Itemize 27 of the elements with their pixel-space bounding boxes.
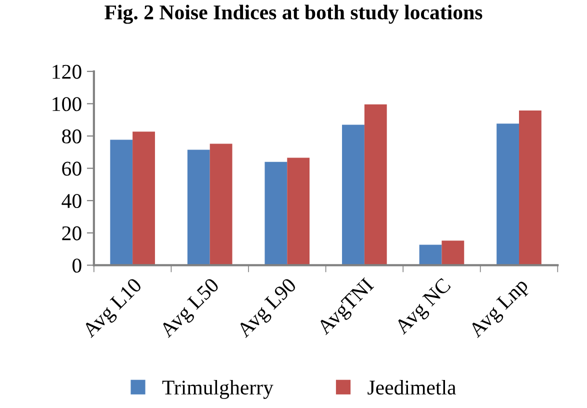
bar (264, 162, 288, 266)
legend-label: Trimulgherry (162, 380, 274, 399)
bar (442, 240, 464, 266)
x-tick-label: Avg L90 (236, 277, 300, 342)
y-tick-label: 40 (62, 194, 82, 208)
bar (210, 144, 232, 266)
y-tick-label: 60 (62, 162, 82, 176)
legend-label: Jeedimetla (368, 380, 456, 395)
y-tick-label: 20 (62, 226, 82, 240)
bar (187, 150, 210, 266)
bar (287, 158, 310, 266)
chart-title: Fig. 2 Noise Indices at both study locations (104, 4, 482, 24)
x-tick-label: Avg L10 (81, 277, 146, 342)
y-tick-label: 0 (72, 258, 82, 273)
x-tick-label: Avg NC (394, 278, 454, 338)
x-tick-label: Avg L50 (158, 277, 223, 342)
y-tick-label: 120 (52, 64, 82, 79)
y-tick-label: 100 (52, 97, 82, 112)
bar (496, 124, 520, 266)
bar (519, 110, 542, 266)
bar (110, 140, 133, 266)
bar (342, 124, 364, 266)
bar (419, 244, 442, 266)
bar (132, 132, 155, 266)
bar (364, 104, 387, 266)
x-tick-label: Avg Lnp (468, 277, 532, 342)
y-tick-label: 80 (62, 129, 82, 144)
